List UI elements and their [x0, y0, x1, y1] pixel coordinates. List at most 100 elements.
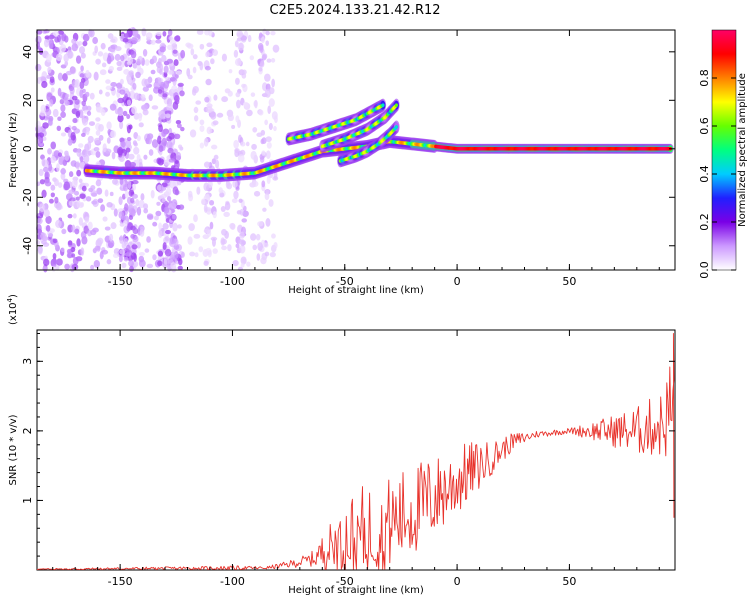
spectrogram-speckle: [75, 161, 80, 170]
spectrogram-speckle: [258, 67, 263, 72]
spectrogram-speckle: [71, 95, 78, 101]
spectrogram-speckle: [246, 261, 251, 267]
spectrogram-speckle: [81, 185, 87, 192]
spectrogram-speckle: [144, 78, 150, 86]
spectrogram-speckle: [173, 251, 179, 259]
spectrogram-speckle: [263, 242, 269, 248]
spectrogram-speckle: [163, 206, 170, 214]
spectrogram-speckle: [136, 135, 141, 142]
spectrogram-speckle: [172, 49, 178, 54]
spectrogram-speckle: [92, 36, 99, 45]
spectrogram-speckle: [116, 60, 122, 67]
spectrogram-speckle: [203, 137, 209, 147]
spectrogram-speckle: [252, 244, 258, 251]
spectrogram-speckle: [50, 141, 57, 150]
colorbar: 0.0 0.2 0.4 0.6 0.8 Normalized spectral ampl…: [698, 29, 748, 279]
spectrogram-speckle: [35, 63, 42, 72]
spectrogram-speckle: [70, 160, 78, 167]
spectrogram-speckle: [87, 135, 94, 143]
spectrogram-speckle: [212, 248, 218, 254]
spectrogram-speckle: [52, 238, 58, 244]
spectrogram-speckle: [126, 225, 131, 232]
spectrogram-speckle: [221, 245, 227, 251]
spectrogram-speckle: [86, 105, 92, 112]
spectrogram-speckle: [187, 236, 193, 245]
snr-ticks: -150 -100 -50 0 50 1 2 3: [21, 330, 675, 588]
spectrogram-speckle: [143, 154, 148, 160]
spectrogram-speckle: [52, 108, 59, 118]
spectrogram-speckle: [206, 42, 213, 48]
spectrogram-speckle: [78, 143, 84, 148]
spectrogram-speckle: [76, 238, 81, 247]
spectrogram-speckle: [241, 218, 248, 223]
spectrogram-speckle: [235, 77, 240, 85]
spectrogram-speckle: [36, 136, 42, 145]
spectrogram-speckle: [129, 161, 136, 168]
spectrogram-speckle: [158, 89, 163, 94]
spectrogram-speckle: [161, 130, 167, 138]
spectrogram-speckle: [250, 233, 257, 241]
spectrogram-speckle: [48, 117, 53, 126]
spectrogram-speckle: [213, 154, 219, 160]
spectrogram-speckle: [268, 98, 275, 107]
spectrogram-speckle: [74, 98, 80, 105]
spectrogram-speckle: [99, 69, 107, 76]
spectrogram-speckle: [42, 166, 49, 173]
spectrogram-speckle: [192, 66, 197, 74]
spectrogram-speckle: [47, 148, 52, 155]
spectrogram-speckle: [233, 49, 239, 58]
spectrogram-y-tick-label: -40: [21, 237, 34, 255]
spectrogram-speckle: [63, 181, 71, 191]
spectrogram-speckle: [237, 154, 245, 163]
spectrogram-speckle: [161, 137, 167, 147]
spectrogram-speckle: [144, 59, 150, 66]
spectrogram-speckle: [88, 121, 96, 126]
spectrogram-speckle: [193, 233, 201, 239]
spectrogram-speckle: [46, 74, 52, 79]
spectrogram-speckle: [178, 258, 183, 266]
spectrogram-speckle: [151, 55, 158, 64]
spectrogram-speckle: [132, 193, 138, 199]
snr-x-tick-label: 0: [454, 575, 461, 588]
spectrogram-speckle: [48, 228, 55, 233]
spectrogram-speckle: [98, 134, 104, 141]
spectrogram-speckle: [207, 249, 212, 258]
spectrogram-speckle: [274, 115, 278, 123]
spectrogram-speckle: [272, 44, 280, 53]
spectrogram-speckle: [75, 110, 81, 119]
spectrogram-speckle: [126, 124, 131, 134]
snr-y-axis-label: SNR (10 * v/v): [8, 414, 19, 485]
spectrogram-speckle: [166, 104, 173, 111]
spectrogram-speckle: [138, 122, 144, 128]
spectrogram-speckle: [52, 30, 59, 37]
spectrogram-speckle: [164, 248, 172, 257]
spectrogram-speckle: [40, 154, 45, 160]
spectrogram-speckle: [212, 49, 219, 56]
trace-core: [394, 103, 399, 107]
spectrogram-speckle: [54, 196, 59, 204]
spectrogram-speckle: [82, 118, 88, 126]
spectrogram-speckle: [205, 193, 210, 200]
spectrogram-speckle: [123, 33, 130, 38]
spectrogram-speckle: [119, 235, 124, 244]
spectrogram-speckle: [82, 40, 88, 47]
spectrogram-speckle: [174, 35, 181, 42]
colorbar-tick-label: 0.8: [698, 69, 711, 87]
spectrogram-speckle: [253, 190, 261, 197]
spectrogram-speckle: [175, 119, 182, 125]
spectrogram-speckle: [38, 47, 44, 55]
spectrogram-speckle: [270, 58, 276, 63]
spectrogram-speckle: [122, 184, 129, 192]
spectrogram-speckle: [128, 90, 136, 100]
spectrogram-speckle: [179, 90, 185, 97]
spectrogram-speckle: [80, 201, 85, 208]
spectrogram-speckle: [135, 71, 141, 79]
spectrogram-speckle: [67, 240, 73, 246]
colorbar-tick-label: 0.0: [698, 261, 711, 279]
spectrogram-speckle: [160, 113, 166, 120]
spectrogram-speckle: [265, 136, 272, 143]
spectrogram-speckle: [60, 247, 65, 253]
spectrogram-speckle: [41, 80, 48, 89]
spectrogram-speckle: [133, 142, 138, 147]
spectrogram-speckle: [266, 175, 271, 185]
